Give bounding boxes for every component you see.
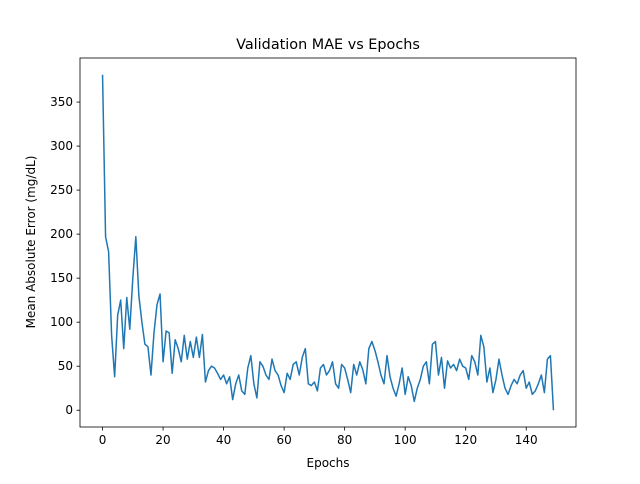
- y-tick-label: 250: [50, 183, 73, 197]
- y-axis-label: Mean Absolute Error (mg/dL): [24, 156, 38, 329]
- x-axis-label: Epochs: [307, 456, 350, 470]
- x-tick-label: 40: [216, 433, 231, 447]
- x-tick-label: 20: [155, 433, 170, 447]
- y-tick-label: 150: [50, 271, 73, 285]
- x-tick-label: 60: [276, 433, 291, 447]
- x-tick-label: 80: [337, 433, 352, 447]
- y-tick-label: 200: [50, 227, 73, 241]
- data-line: [101, 74, 555, 411]
- y-tick-label: 50: [58, 359, 73, 373]
- x-tick-label: 0: [99, 433, 107, 447]
- chart-title: Validation MAE vs Epochs: [236, 37, 420, 53]
- y-tick-label: 350: [50, 95, 73, 109]
- y-tick-label: 0: [65, 403, 73, 417]
- plot-frame: [79, 57, 577, 428]
- x-tick-label: 100: [394, 433, 417, 447]
- y-tick-label: 300: [50, 139, 73, 153]
- y-tick-label: 100: [50, 315, 73, 329]
- x-tick-label: 140: [515, 433, 538, 447]
- x-tick-label: 120: [454, 433, 477, 447]
